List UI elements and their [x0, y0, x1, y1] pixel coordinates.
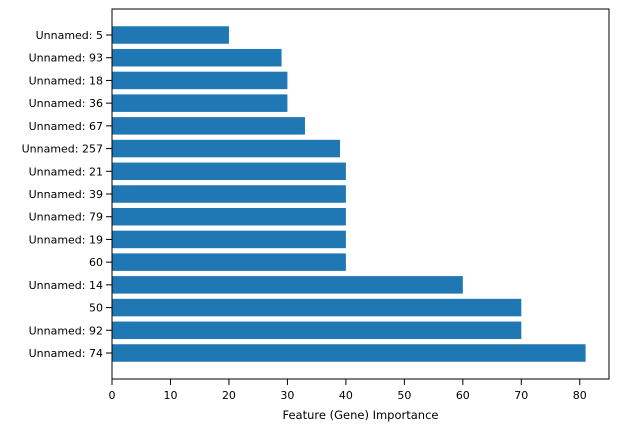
bar: [112, 276, 463, 294]
y-tick-label: Unnamed: 39: [29, 188, 103, 201]
bar: [112, 162, 346, 181]
y-tick-label: Unnamed: 67: [29, 120, 103, 133]
y-tick-label: Unnamed: 5: [36, 29, 103, 42]
x-axis-ticks: 0 10 20 30 40 50 60 70 80: [109, 379, 587, 402]
bar: [112, 298, 522, 317]
x-tick-label: 30: [280, 389, 294, 402]
bar: [112, 117, 305, 135]
y-axis-ticks: Unnamed: 5 Unnamed: 93 Unnamed: 18 Unnamed:…: [22, 29, 112, 360]
x-tick-label: 80: [573, 389, 587, 402]
x-tick-label: 20: [222, 389, 236, 402]
bar: [112, 185, 346, 203]
bar: [112, 71, 288, 90]
bar: [112, 94, 288, 112]
y-tick-label: Unnamed: 14: [29, 279, 103, 292]
bar: [112, 230, 346, 249]
y-tick-label: 50: [89, 302, 103, 315]
y-tick-label: Unnamed: 257: [22, 143, 103, 156]
x-tick-label: 50: [397, 389, 411, 402]
y-tick-label: Unnamed: 92: [29, 324, 103, 337]
y-tick-label: Unnamed: 93: [29, 52, 103, 65]
bar: [112, 26, 229, 44]
bar: [112, 253, 346, 271]
x-tick-label: 70: [514, 389, 528, 402]
x-axis-label: Feature (Gene) Importance: [283, 408, 439, 422]
y-tick-label: Unnamed: 36: [29, 97, 103, 110]
y-tick-label: Unnamed: 18: [29, 74, 103, 87]
bar: [112, 321, 522, 340]
y-tick-label: Unnamed: 79: [29, 211, 103, 224]
x-tick-label: 40: [339, 389, 353, 402]
y-tick-label: 60: [89, 256, 103, 269]
bar: [112, 344, 586, 362]
x-tick-label: 60: [456, 389, 470, 402]
bar: [112, 139, 341, 158]
bar: [112, 48, 282, 67]
y-tick-label: Unnamed: 21: [29, 165, 103, 178]
x-tick-label: 0: [109, 389, 116, 402]
bar: [112, 207, 346, 226]
y-tick-label: Unnamed: 19: [29, 233, 103, 246]
y-tick-label: Unnamed: 74: [29, 347, 103, 360]
plot-frame: [111, 8, 610, 380]
x-tick-label: 10: [163, 389, 177, 402]
bars-group: [112, 26, 586, 362]
